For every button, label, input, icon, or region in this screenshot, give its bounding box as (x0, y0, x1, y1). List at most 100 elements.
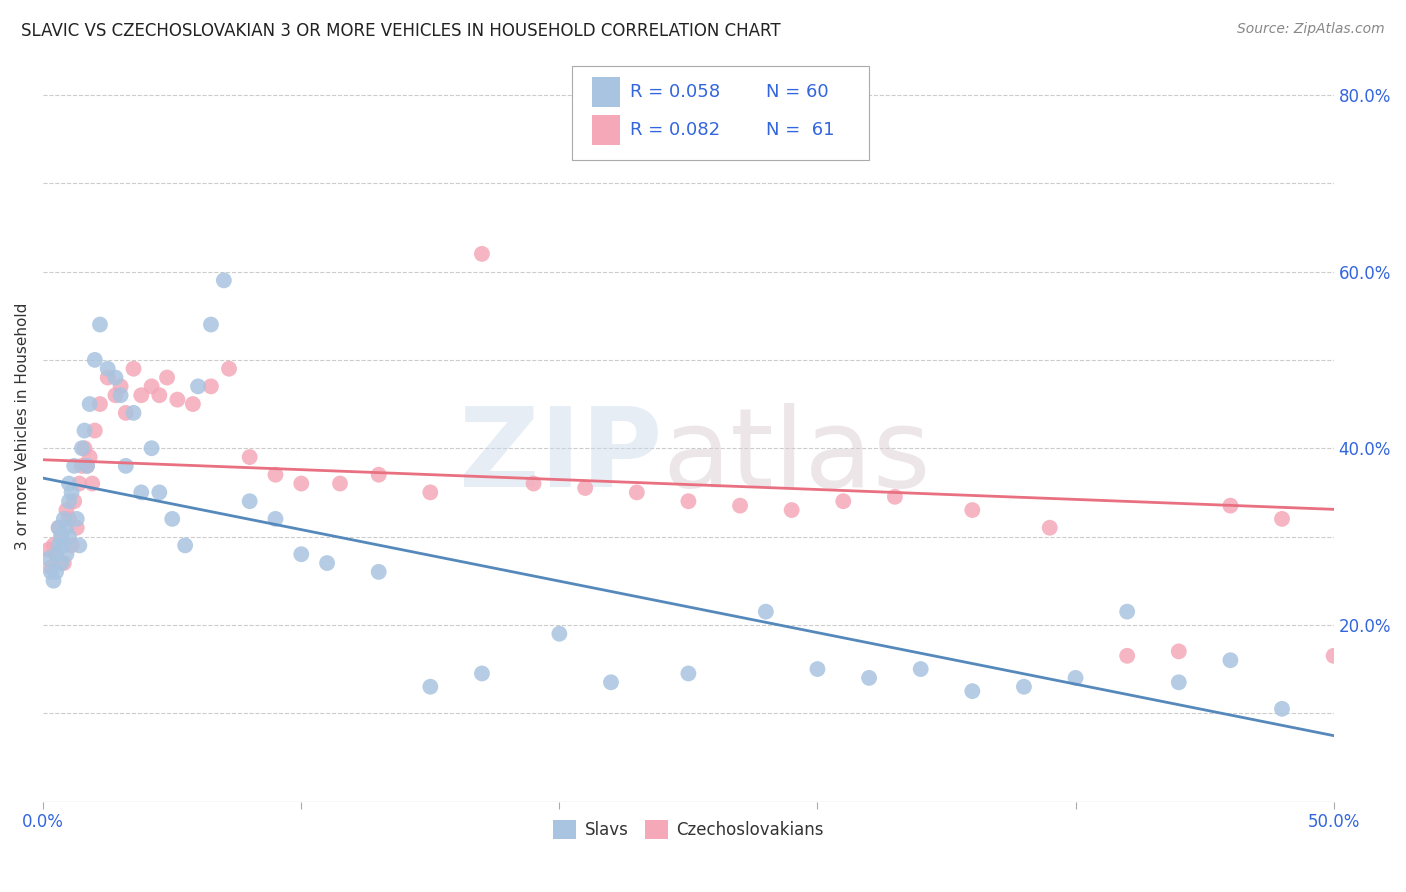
Point (83, 352, 105, 367)
Point (60, 538, 83, 552)
Point (264, 467, 287, 482)
Point (67, 476, 90, 491)
Point (79, 450, 101, 464)
Point (66, 521, 89, 535)
Point (58, 494, 80, 508)
Point (51, 530, 73, 544)
Text: Source: ZipAtlas.com: Source: ZipAtlas.com (1237, 22, 1385, 37)
Point (187, 379, 209, 393)
Point (316, 556, 339, 570)
Point (1219, 653, 1241, 667)
Point (104, 388, 127, 402)
Bar (592, 114, 620, 145)
Point (1219, 499, 1241, 513)
Point (141, 379, 163, 393)
Point (39, 565, 62, 579)
Point (70, 441, 93, 455)
Point (1012, 680, 1035, 694)
Point (1064, 671, 1087, 685)
Point (83, 424, 105, 438)
Point (122, 406, 145, 420)
Point (212, 273, 235, 287)
Point (148, 388, 170, 402)
Text: N =  61: N = 61 (766, 120, 834, 138)
Point (52, 538, 75, 552)
Point (110, 388, 132, 402)
Point (58, 476, 80, 491)
Point (600, 675, 623, 690)
Point (1167, 675, 1189, 690)
Point (48, 521, 70, 535)
Point (166, 392, 188, 407)
Point (82, 476, 104, 491)
Point (626, 485, 648, 500)
Point (97, 370, 120, 384)
Point (55, 521, 77, 535)
FancyBboxPatch shape (572, 66, 869, 160)
Point (367, 467, 389, 482)
Point (148, 485, 170, 500)
Point (52, 556, 75, 570)
Point (239, 450, 262, 464)
Point (42, 538, 65, 552)
Point (728, 499, 751, 513)
Text: R = 0.082: R = 0.082 (630, 120, 720, 138)
Point (218, 361, 240, 376)
Point (70, 458, 93, 473)
Point (1039, 521, 1062, 535)
Y-axis label: 3 or more Vehicles in Household: 3 or more Vehicles in Household (15, 302, 30, 549)
Point (60, 485, 83, 500)
Point (471, 666, 494, 681)
Point (37, 551, 59, 566)
Point (1374, 640, 1396, 654)
Point (1116, 648, 1139, 663)
Point (114, 458, 136, 473)
Point (42, 574, 65, 588)
Point (910, 662, 932, 676)
Point (780, 503, 803, 517)
Point (1323, 648, 1346, 663)
Point (37, 542, 59, 557)
Point (141, 441, 163, 455)
Point (419, 680, 441, 694)
Point (181, 397, 204, 411)
Point (45, 547, 67, 561)
Point (129, 388, 152, 402)
Point (73, 424, 96, 438)
Point (97, 361, 120, 376)
Point (73, 441, 96, 455)
Point (89, 397, 111, 411)
Point (1116, 605, 1139, 619)
Point (122, 361, 145, 376)
Point (678, 494, 700, 508)
Point (51, 530, 73, 544)
Point (806, 662, 828, 676)
Point (156, 370, 179, 384)
Point (858, 671, 880, 685)
Point (678, 666, 700, 681)
Text: SLAVIC VS CZECHOSLOVAKIAN 3 OR MORE VEHICLES IN HOUSEHOLD CORRELATION CHART: SLAVIC VS CZECHOSLOVAKIAN 3 OR MORE VEHI… (21, 22, 780, 40)
Point (48, 521, 70, 535)
Point (45, 547, 67, 561)
Point (55, 503, 77, 517)
Point (1167, 644, 1189, 658)
Point (110, 379, 132, 393)
Point (162, 512, 184, 526)
Text: N = 60: N = 60 (766, 83, 828, 101)
Point (574, 481, 596, 495)
Point (419, 485, 441, 500)
Point (63, 494, 86, 508)
Point (329, 476, 352, 491)
Point (1271, 702, 1294, 716)
Point (883, 490, 905, 504)
Text: R = 0.058: R = 0.058 (630, 83, 720, 101)
Point (114, 406, 136, 420)
Point (55, 547, 77, 561)
Point (200, 318, 222, 332)
Bar (592, 77, 620, 107)
Point (63, 458, 86, 473)
Point (58, 512, 80, 526)
Point (755, 605, 778, 619)
Point (522, 476, 544, 491)
Point (832, 494, 855, 508)
